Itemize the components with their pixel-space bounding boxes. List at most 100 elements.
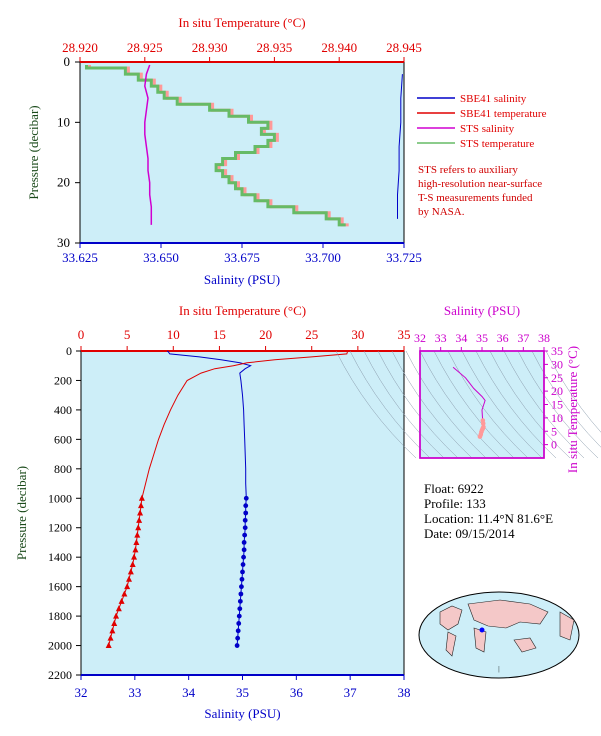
note-line-4: by NASA. bbox=[418, 206, 465, 218]
salinity-marker bbox=[237, 606, 243, 612]
lower-sal-tick-label: 34 bbox=[182, 685, 196, 700]
salinity-marker bbox=[240, 569, 245, 575]
legend-label: STS temperature bbox=[460, 138, 534, 150]
density-contour bbox=[433, 350, 515, 459]
legend-label: STS salinity bbox=[460, 123, 515, 135]
ts-temp-tick-label: 35 bbox=[551, 344, 563, 358]
density-contour bbox=[517, 350, 599, 459]
salinity-marker bbox=[237, 598, 243, 604]
ts-sal-tick-label: 33 bbox=[435, 331, 447, 345]
upper-salinity-label: Salinity (PSU) bbox=[204, 272, 280, 287]
upper-temp-tick-label: 28.930 bbox=[192, 40, 228, 55]
lower-pressure-tick-label: 400 bbox=[54, 403, 72, 417]
lower-pressure-tick-label: 2200 bbox=[48, 668, 72, 682]
upper-temperature-title: In situ Temperature (°C) bbox=[178, 15, 305, 30]
temperature-marker bbox=[121, 590, 128, 597]
ts-temperature-label: In situ Temperature (°C) bbox=[565, 346, 580, 473]
lower-pressure-tick-label: 800 bbox=[54, 462, 72, 476]
density-contour bbox=[503, 350, 585, 459]
lower-pressure-tick-label: 1800 bbox=[48, 609, 72, 623]
ts-sal-tick-label: 35 bbox=[476, 331, 488, 345]
lower-sal-tick-label: 32 bbox=[75, 685, 88, 700]
upper-sal-tick-label: 33.725 bbox=[386, 250, 422, 265]
density-contour bbox=[335, 350, 417, 459]
lower-temp-tick-label: 30 bbox=[351, 327, 364, 342]
temperature-marker bbox=[137, 502, 144, 509]
temperature-marker bbox=[133, 538, 140, 545]
density-contour bbox=[419, 350, 501, 459]
temperature-marker bbox=[134, 531, 141, 538]
lower-pressure-tick-label: 2000 bbox=[48, 639, 72, 653]
upper-sal-tick-label: 33.700 bbox=[305, 250, 341, 265]
location: Location: 11.4°N 81.6°E bbox=[424, 511, 554, 526]
ts-temp-tick-label: 5 bbox=[551, 424, 557, 438]
continent-shape bbox=[559, 611, 575, 641]
density-contour bbox=[489, 350, 571, 459]
temperature-marker bbox=[127, 568, 134, 575]
ts-temp-tick-label: 30 bbox=[551, 357, 563, 371]
lower-temperature-title: In situ Temperature (°C) bbox=[179, 303, 306, 318]
profile-number: Profile: 133 bbox=[424, 496, 486, 511]
density-contour bbox=[531, 350, 601, 448]
note-line-1: STS refers to auxiliary bbox=[418, 164, 518, 176]
upper-sal-tick-label: 33.625 bbox=[62, 250, 98, 265]
date: Date: 09/15/2014 bbox=[424, 526, 515, 541]
ts-point bbox=[480, 421, 486, 426]
ts-sal-tick-label: 38 bbox=[538, 331, 550, 345]
temperature-marker bbox=[135, 524, 142, 531]
lower-temp-tick-label: 15 bbox=[213, 327, 226, 342]
ts-sal-tick-label: 36 bbox=[497, 331, 509, 345]
temperature-marker bbox=[113, 612, 120, 619]
continent-shape bbox=[445, 631, 457, 657]
lower-sal-tick-label: 36 bbox=[290, 685, 304, 700]
ts-sal-tick-label: 37 bbox=[517, 331, 529, 345]
density-contour bbox=[391, 350, 473, 459]
lower-pressure-tick-label: 1200 bbox=[48, 521, 72, 535]
salinity-marker bbox=[243, 495, 249, 501]
lower-pressure-tick-label: 600 bbox=[54, 432, 72, 446]
upper-sal-tick-label: 33.675 bbox=[224, 250, 260, 265]
density-contour bbox=[363, 350, 445, 459]
map-bottom-tick: | bbox=[498, 665, 499, 673]
ts-temp-tick-label: 0 bbox=[551, 438, 557, 452]
salinity-marker bbox=[242, 532, 248, 538]
float-location-marker bbox=[479, 627, 485, 633]
salinity-marker bbox=[238, 591, 244, 597]
ts-temp-tick-label: 20 bbox=[551, 384, 563, 398]
upper-temp-tick-label: 28.920 bbox=[62, 40, 98, 55]
lower-plot-area bbox=[80, 350, 405, 676]
lower-temp-tick-label: 20 bbox=[259, 327, 272, 342]
salinity-marker bbox=[243, 510, 249, 516]
lower-pressure-tick-label: 200 bbox=[54, 373, 72, 387]
salinity-marker bbox=[236, 613, 242, 619]
upper-sts-temperature-line bbox=[85, 65, 346, 227]
salinity-marker bbox=[235, 635, 241, 641]
temperature-marker bbox=[115, 605, 122, 612]
lower-pressure-tick-label: 1600 bbox=[48, 580, 72, 594]
upper-pressure-tick-label: 10 bbox=[57, 114, 70, 129]
temperature-marker bbox=[124, 583, 131, 590]
upper-temp-tick-label: 28.945 bbox=[386, 40, 422, 55]
upper-pressure-label: Pressure (decibar) bbox=[26, 105, 41, 199]
temperature-marker bbox=[107, 634, 114, 641]
temperature-marker bbox=[109, 627, 116, 634]
lower-pressure-label: Pressure (decibar) bbox=[14, 466, 29, 560]
note-line-3: T-S measurements funded bbox=[418, 192, 533, 204]
upper-pressure-tick-label: 0 bbox=[64, 54, 71, 69]
salinity-marker bbox=[234, 643, 240, 648]
upper-pressure-tick-label: 30 bbox=[57, 235, 70, 250]
ts-sal-tick-label: 34 bbox=[455, 331, 467, 345]
lower-pressure-tick-label: 1400 bbox=[48, 550, 72, 564]
note-line-2: high-resolution near-surface bbox=[418, 178, 543, 190]
lower-sal-tick-label: 37 bbox=[344, 685, 358, 700]
upper-temp-tick-label: 28.940 bbox=[321, 40, 357, 55]
float-id: Float: 6922 bbox=[424, 481, 484, 496]
legend-label: SBE41 temperature bbox=[460, 108, 547, 120]
temperature-marker bbox=[132, 546, 139, 553]
density-contour bbox=[461, 350, 543, 459]
continent-shape bbox=[467, 599, 549, 629]
density-contour bbox=[377, 350, 459, 459]
temperature-marker bbox=[138, 494, 145, 501]
salinity-marker bbox=[241, 540, 247, 545]
